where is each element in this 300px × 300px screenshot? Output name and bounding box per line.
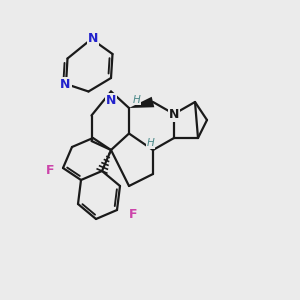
- Text: H: H: [133, 94, 140, 105]
- Text: F: F: [46, 164, 55, 178]
- Text: N: N: [106, 94, 116, 107]
- Text: N: N: [88, 32, 98, 45]
- Text: F: F: [129, 208, 138, 221]
- Text: N: N: [169, 107, 179, 121]
- Polygon shape: [129, 97, 154, 108]
- Text: N: N: [60, 78, 70, 91]
- Text: H: H: [147, 138, 154, 148]
